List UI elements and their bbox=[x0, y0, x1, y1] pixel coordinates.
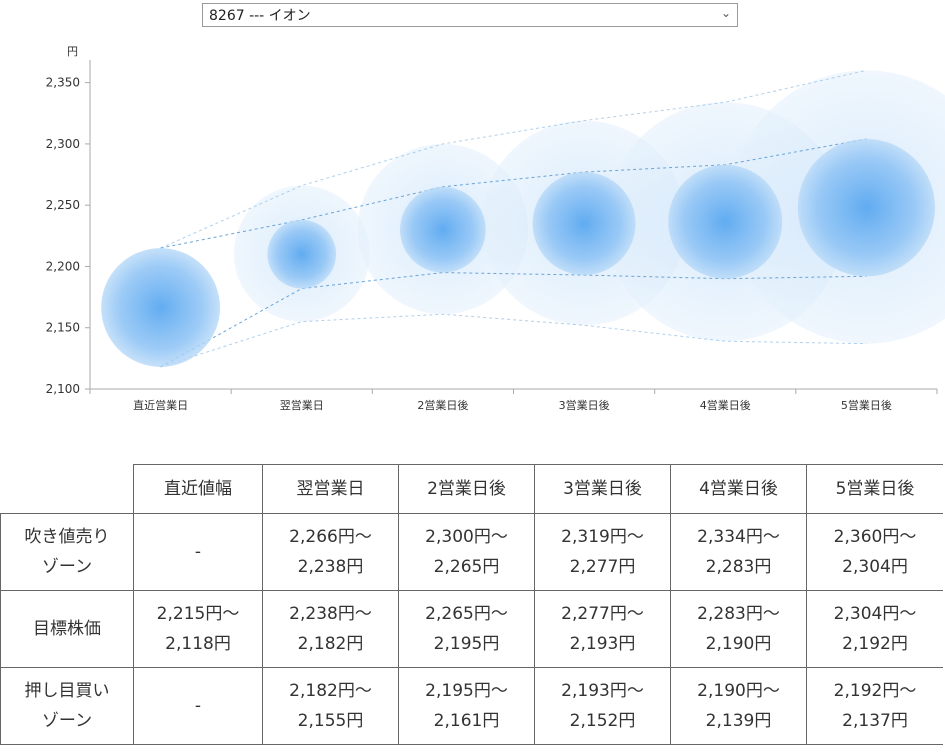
target-range-bubble bbox=[532, 172, 636, 276]
cell-line: 2,334円～ bbox=[697, 527, 780, 547]
cell-line: 2,193円 bbox=[569, 634, 636, 654]
cell-line: 2,182円～ bbox=[289, 681, 372, 701]
target-range-bubble bbox=[267, 219, 337, 289]
y-tick-label: 2,200 bbox=[46, 259, 80, 273]
table-cell: 2,190円～ 2,139円 bbox=[670, 667, 807, 745]
cell-line: 2,238円 bbox=[297, 557, 364, 577]
x-tick-label: 2営業日後 bbox=[417, 398, 468, 412]
cell-line: 2,300円～ bbox=[425, 527, 508, 547]
stock-select[interactable]: 8267 --- イオン ⌄ bbox=[202, 3, 738, 27]
cell-line: 2,283円～ bbox=[697, 604, 780, 624]
target-range-bubble bbox=[101, 248, 221, 367]
cell-line: 2,283円 bbox=[705, 557, 772, 577]
x-tick-label: 5営業日後 bbox=[841, 398, 892, 412]
table-corner bbox=[0, 464, 134, 514]
row-label-line: ゾーン bbox=[41, 711, 93, 731]
table-cell: 2,277円～ 2,193円 bbox=[534, 590, 671, 668]
table-cell: 2,319円～ 2,277円 bbox=[534, 513, 671, 591]
table-cell: - bbox=[133, 513, 263, 591]
y-axis-unit: 円 bbox=[67, 45, 78, 58]
row-label: 押し目買い ゾーン bbox=[0, 667, 134, 745]
cell-line: 2,152円 bbox=[569, 711, 636, 731]
x-tick-label: 翌営業日 bbox=[280, 398, 324, 412]
table-cell: 2,238円～ 2,182円 bbox=[262, 590, 399, 668]
cell-line: 2,161円 bbox=[433, 711, 500, 731]
target-lower-line bbox=[160, 272, 867, 368]
y-tick-label: 2,300 bbox=[46, 137, 80, 151]
cell-line: 2,195円 bbox=[433, 634, 500, 654]
cell-line: 2,118円 bbox=[165, 634, 231, 654]
row-label-line: 吹き値売り bbox=[24, 527, 110, 547]
table-cell: 2,266円～ 2,238円 bbox=[262, 513, 399, 591]
cell-line: 2,190円 bbox=[705, 634, 772, 654]
cell-line: 2,265円 bbox=[433, 557, 500, 577]
cell-line: 2,277円～ bbox=[561, 604, 644, 624]
table-cell: - bbox=[133, 667, 263, 745]
table-cell: 2,300円～ 2,265円 bbox=[398, 513, 535, 591]
row-label-line: 押し目買い bbox=[24, 681, 110, 701]
col-header: 2営業日後 bbox=[398, 464, 535, 514]
cell-line: 2,182円 bbox=[297, 634, 364, 654]
table-header-row: 直近値幅 翌営業日 2営業日後 3営業日後 4営業日後 5営業日後 bbox=[0, 464, 943, 514]
cell-line: 2,265円～ bbox=[425, 604, 508, 624]
cell-line: - bbox=[194, 542, 202, 562]
table-cell: 2,215円～ 2,118円 bbox=[133, 590, 263, 668]
cell-line: 2,304円～ bbox=[833, 604, 917, 624]
cell-line: 2,192円～ bbox=[833, 681, 917, 701]
table-cell: 2,283円～ 2,190円 bbox=[670, 590, 807, 668]
cell-line: - bbox=[194, 696, 202, 716]
x-tick-label: 直近営業日 bbox=[133, 398, 188, 412]
col-header: 3営業日後 bbox=[534, 464, 671, 514]
row-label: 吹き値売り ゾーン bbox=[0, 513, 134, 591]
cell-line: 2,304円 bbox=[842, 557, 908, 577]
cell-line: 2,192円 bbox=[842, 634, 908, 654]
y-tick-label: 2,100 bbox=[46, 382, 80, 396]
col-header: 4営業日後 bbox=[670, 464, 807, 514]
table-cell: 2,195円～ 2,161円 bbox=[398, 667, 535, 745]
stock-select-value: 8267 --- イオン bbox=[209, 8, 311, 24]
cell-line: 2,139円 bbox=[705, 711, 772, 731]
cell-line: 2,215円～ bbox=[156, 604, 240, 624]
col-header: 5営業日後 bbox=[806, 464, 943, 514]
cell-line: 2,190円～ bbox=[697, 681, 780, 701]
sell-zone-upper-line bbox=[160, 69, 867, 249]
forecast-bubble-chart: 円 2,350 2,300 2,250 2,200 2,150 2,100 直近営業日 翌営業日… bbox=[46, 45, 945, 412]
y-tick-label: 2,150 bbox=[46, 321, 80, 335]
table-cell: 2,192円～ 2,137円 bbox=[806, 667, 943, 745]
target-range-bubble bbox=[668, 164, 783, 279]
x-tick-label: 4営業日後 bbox=[700, 398, 751, 412]
table-cell: 2,265円～ 2,195円 bbox=[398, 590, 535, 668]
table-row: 吹き値売りゾーン - 2,266円～ 2,238円 2,300円～ 2,265円 2,319… bbox=[0, 513, 943, 591]
target-upper-line bbox=[160, 138, 867, 249]
cell-line: 2,277円 bbox=[569, 557, 636, 577]
forecast-table: 直近値幅 翌営業日 2営業日後 3営業日後 4営業日後 5営業日後 吹き値売りゾ… bbox=[0, 464, 943, 745]
cell-line: 2,137円 bbox=[842, 711, 908, 731]
col-header: 直近値幅 bbox=[133, 464, 263, 514]
row-label-line: 目標株価 bbox=[33, 619, 101, 639]
target-range-bubble bbox=[400, 186, 486, 273]
chevron-down-icon: ⌄ bbox=[720, 6, 731, 20]
col-header: 翌営業日 bbox=[262, 464, 399, 514]
table-cell: 2,304円～ 2,192円 bbox=[806, 590, 943, 668]
cell-line: 2,193円～ bbox=[561, 681, 644, 701]
table-cell: 2,334円～ 2,283円 bbox=[670, 513, 807, 591]
cell-line: 2,266円～ bbox=[289, 527, 372, 547]
table-cell: 2,360円～ 2,304円 bbox=[806, 513, 943, 591]
y-tick-label: 2,250 bbox=[46, 198, 80, 212]
row-label: 目標株価 bbox=[0, 590, 134, 668]
x-tick-label: 3営業日後 bbox=[559, 398, 610, 412]
cell-line: 2,360円～ bbox=[833, 527, 917, 547]
cell-line: 2,195円～ bbox=[425, 681, 508, 701]
buy-zone-lower-line bbox=[160, 313, 867, 368]
table-cell: 2,193円～ 2,152円 bbox=[534, 667, 671, 745]
y-tick-label: 2,350 bbox=[46, 76, 80, 90]
table-row: 押し目買いゾーン - 2,182円～ 2,155円 2,195円～ 2,161円 2,193… bbox=[0, 667, 943, 745]
cell-line: 2,319円～ bbox=[561, 527, 644, 547]
table-row: 目標株価 2,215円～ 2,118円 2,238円～ 2,182円 2,265円～ 2,1… bbox=[0, 590, 943, 668]
row-label-line: ゾーン bbox=[41, 557, 93, 577]
target-range-bubble bbox=[797, 139, 936, 277]
table-cell: 2,182円～ 2,155円 bbox=[262, 667, 399, 745]
cell-line: 2,238円～ bbox=[289, 604, 372, 624]
cell-line: 2,155円 bbox=[297, 711, 364, 731]
